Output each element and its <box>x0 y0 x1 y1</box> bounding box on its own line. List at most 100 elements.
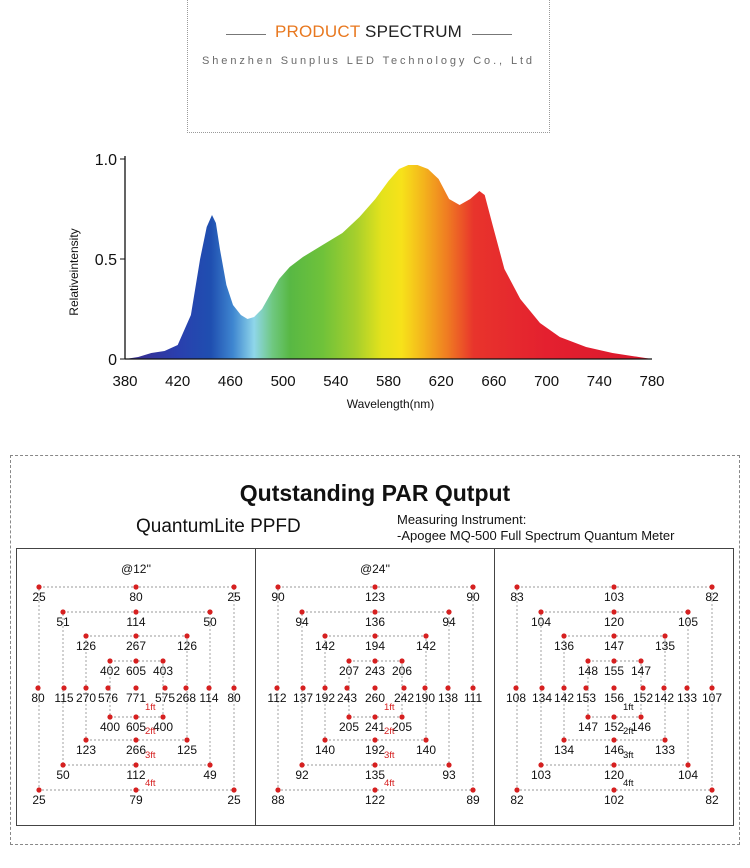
measurement-point <box>206 685 212 691</box>
ppfd-value: 82 <box>510 793 524 807</box>
measurement-point <box>638 658 644 664</box>
ppfd-value: 155 <box>604 664 624 678</box>
ppfd-value: 403 <box>153 664 173 678</box>
ppfd-value: 147 <box>578 720 598 734</box>
mount-height-label: @12'' <box>121 562 151 576</box>
measurement-point <box>470 787 476 793</box>
measurement-point <box>322 633 328 639</box>
measurement-point <box>133 584 139 590</box>
measurement-point <box>207 609 213 615</box>
measurement-point <box>133 762 139 768</box>
measurement-point <box>162 685 168 691</box>
ppfd-value: 268 <box>176 691 196 705</box>
ppfd-value: 103 <box>604 590 624 604</box>
measurement-point <box>709 584 715 590</box>
measurement-point <box>685 762 691 768</box>
ppfd-value: 270 <box>76 691 96 705</box>
measurement-point <box>322 685 328 691</box>
measurement-point <box>611 609 617 615</box>
x-tick-label: 380 <box>112 373 137 390</box>
ppfd-value: 49 <box>203 768 217 782</box>
measurement-point <box>611 685 617 691</box>
ppfd-value: 241 <box>365 720 385 734</box>
measurement-point <box>709 685 715 691</box>
measurement-point <box>133 737 139 743</box>
measurement-point <box>133 685 139 691</box>
measurement-point <box>401 685 407 691</box>
measurement-point <box>399 658 405 664</box>
ppfd-value: 242 <box>394 691 414 705</box>
measurement-point <box>133 658 139 664</box>
ppfd-value: 402 <box>100 664 120 678</box>
ppfd-value: 576 <box>98 691 118 705</box>
ppfd-value: 260 <box>365 691 385 705</box>
measurement-point <box>423 633 429 639</box>
ppfd-value: 142 <box>654 691 674 705</box>
measurement-point <box>538 762 544 768</box>
measurement-point <box>585 714 591 720</box>
ppfd-value: 94 <box>442 615 456 629</box>
header-line-left <box>226 34 266 35</box>
measurement-point <box>60 762 66 768</box>
ppfd-value: 267 <box>126 639 146 653</box>
measurement-point <box>611 584 617 590</box>
ppfd-value: 123 <box>365 590 385 604</box>
distance-ring-label: 3ft <box>145 750 156 761</box>
instrument-name: -Apogee MQ-500 Full Spectrum Quantum Met… <box>397 528 675 543</box>
distance-ring-label: 1ft <box>145 702 156 713</box>
ppfd-grid-frame <box>16 548 734 826</box>
measurement-point <box>611 737 617 743</box>
ppfd-value: 205 <box>392 720 412 734</box>
ppfd-value: 115 <box>54 691 73 705</box>
ppfd-value: 94 <box>295 615 309 629</box>
measurement-point <box>133 633 139 639</box>
ppfd-value: 51 <box>56 615 70 629</box>
header-frame <box>187 0 550 133</box>
par-subtitle: QuantumLite PPFD <box>136 516 301 537</box>
ppfd-value: 605 <box>126 664 146 678</box>
instrument-heading: Measuring Instrument: <box>397 512 527 527</box>
ppfd-value: 80 <box>129 590 143 604</box>
panel-divider <box>255 548 256 826</box>
distance-ring-label: 2ft <box>145 726 156 737</box>
measurement-point <box>372 685 378 691</box>
ppfd-value: 112 <box>126 768 145 782</box>
ppfd-value: 142 <box>315 639 335 653</box>
company-name: Shenzhen Sunplus LED Technology Co., Ltd <box>202 55 535 67</box>
ppfd-value: 136 <box>365 615 385 629</box>
measurement-point <box>514 787 520 793</box>
measurement-point <box>60 609 66 615</box>
x-tick-label: 460 <box>218 373 243 390</box>
ppfd-value: 190 <box>415 691 435 705</box>
ppfd-value: 243 <box>365 664 385 678</box>
measurement-point <box>231 584 237 590</box>
measurement-point <box>184 633 190 639</box>
ppfd-value: 104 <box>678 768 698 782</box>
distance-ring-label: 2ft <box>384 726 395 737</box>
ppfd-value: 146 <box>631 720 651 734</box>
ppfd-panel-2: @24'' 90 123 90 94 136 94 142 194 142 207 243 206 112… <box>267 562 482 807</box>
ppfd-value: 108 <box>506 691 526 705</box>
measurement-point <box>184 737 190 743</box>
y-axis-label: Relativeintensity <box>67 228 81 315</box>
measurement-point <box>514 584 520 590</box>
measurement-point <box>231 787 237 793</box>
ppfd-value: 114 <box>126 615 145 629</box>
ppfd-value: 135 <box>655 639 675 653</box>
ppfd-value: 140 <box>416 743 436 757</box>
measurement-point <box>160 714 166 720</box>
ppfd-value: 194 <box>365 639 385 653</box>
measurement-point <box>372 633 378 639</box>
ppfd-value: 243 <box>337 691 357 705</box>
measurement-point <box>346 658 352 664</box>
measurement-point <box>611 787 617 793</box>
ppfd-value: 105 <box>678 615 698 629</box>
measurement-point <box>561 685 567 691</box>
measurement-point <box>611 714 617 720</box>
measurement-point <box>61 685 67 691</box>
x-axis-label: Wavelength(nm) <box>347 397 435 411</box>
mount-height-label: @24'' <box>360 562 390 576</box>
ppfd-value: 122 <box>365 793 385 807</box>
measurement-point <box>372 787 378 793</box>
measurement-point <box>445 685 451 691</box>
